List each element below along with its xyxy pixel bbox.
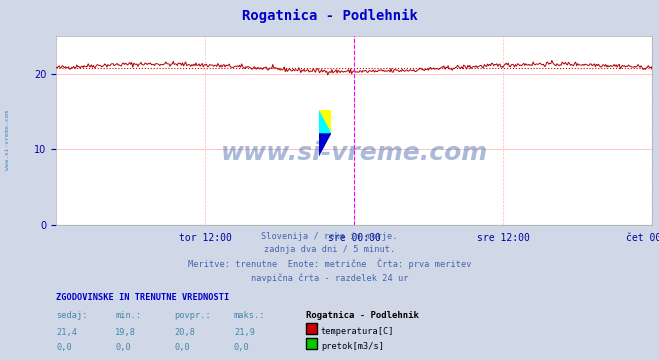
Text: 0,0: 0,0 [115, 343, 131, 352]
Text: www.si-vreme.com: www.si-vreme.com [5, 111, 11, 170]
Text: maks.:: maks.: [234, 311, 266, 320]
Text: Slovenija / reke in morje.
zadnja dva dni / 5 minut.
Meritve: trenutne  Enote: m: Slovenija / reke in morje. zadnja dva dn… [188, 232, 471, 283]
Text: www.si-vreme.com: www.si-vreme.com [221, 141, 488, 165]
Polygon shape [319, 110, 331, 133]
Text: pretok[m3/s]: pretok[m3/s] [321, 342, 384, 351]
Polygon shape [319, 133, 331, 157]
Text: 0,0: 0,0 [234, 343, 250, 352]
Text: 0,0: 0,0 [175, 343, 190, 352]
Text: min.:: min.: [115, 311, 142, 320]
Text: povpr.:: povpr.: [175, 311, 212, 320]
Text: 21,4: 21,4 [56, 328, 77, 337]
Polygon shape [319, 110, 331, 133]
Text: 0,0: 0,0 [56, 343, 72, 352]
Text: temperatura[C]: temperatura[C] [321, 327, 395, 336]
Text: Rogatnica - Podlehnik: Rogatnica - Podlehnik [306, 311, 419, 320]
Text: Rogatnica - Podlehnik: Rogatnica - Podlehnik [242, 9, 417, 23]
Text: 19,8: 19,8 [115, 328, 136, 337]
Text: sedaj:: sedaj: [56, 311, 88, 320]
Text: 21,9: 21,9 [234, 328, 255, 337]
Text: ZGODOVINSKE IN TRENUTNE VREDNOSTI: ZGODOVINSKE IN TRENUTNE VREDNOSTI [56, 293, 229, 302]
Text: 20,8: 20,8 [175, 328, 196, 337]
